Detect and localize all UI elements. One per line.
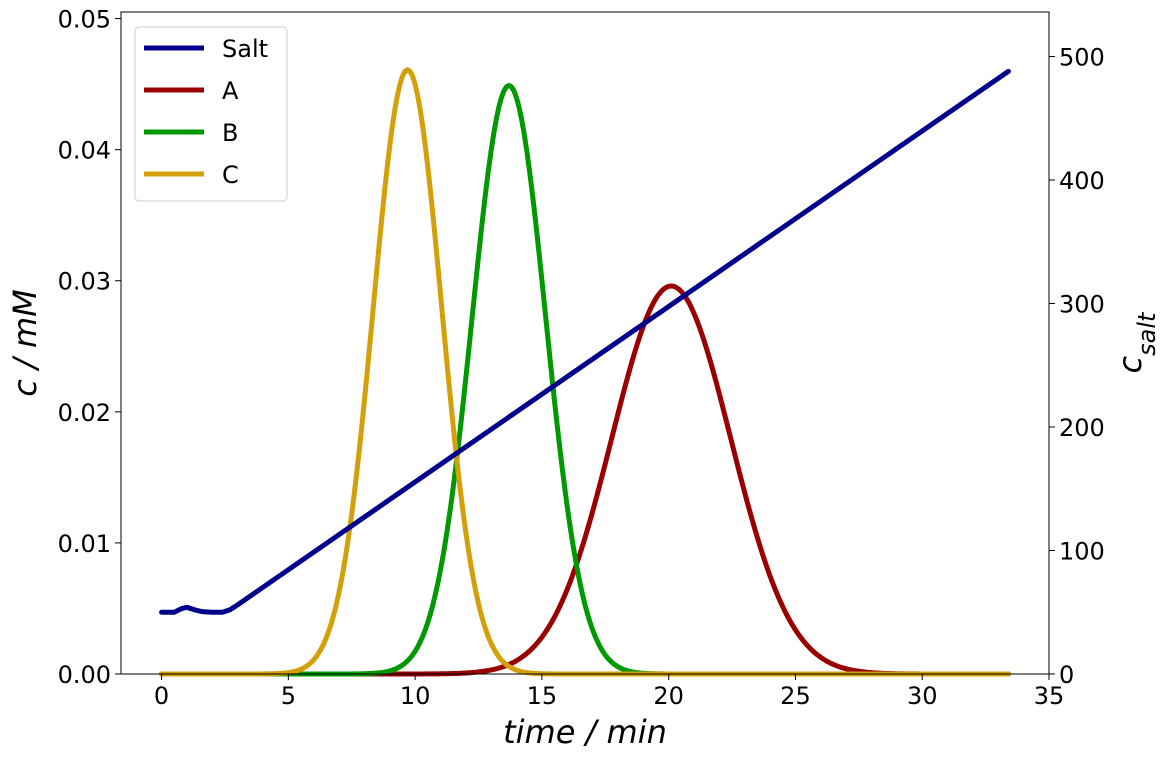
y-tick-label: 0.03	[58, 268, 111, 296]
x-axis-title: time / min	[503, 713, 667, 751]
legend-label-c: C	[222, 161, 239, 189]
legend-box	[134, 26, 288, 202]
x-axis: 0 5 10 15 20 25 30 35	[154, 674, 1064, 710]
y-axis-right: 0 100 200 300 400 500	[1049, 43, 1105, 689]
y-tick-label: 0.00	[58, 661, 111, 689]
legend: Salt ABC	[134, 26, 288, 202]
x-tick-label: 5	[281, 682, 296, 710]
y-tick-label: 0.02	[58, 399, 111, 427]
y2-axis-title: csalt	[1111, 311, 1160, 373]
y-tick-label: 0.04	[58, 137, 111, 165]
x-tick-label: 10	[400, 682, 431, 710]
x-tick-label: 35	[1034, 682, 1065, 710]
y2-tick-label: 100	[1059, 537, 1105, 565]
y2-tick-label: 500	[1059, 43, 1105, 71]
x-tick-label: 15	[527, 682, 558, 710]
series-line-salt	[159, 68, 1011, 615]
x-tick-label: 20	[653, 682, 684, 710]
y2-tick-label: 0	[1059, 661, 1074, 689]
y-axis-left: 0.00 0.01 0.02 0.03 0.04 0.05	[58, 6, 121, 689]
legend-label-b: B	[222, 119, 238, 147]
plot-content	[159, 67, 1011, 677]
legend-label-a: A	[222, 77, 239, 105]
series-line-b	[159, 82, 1011, 677]
x-tick-label: 0	[154, 682, 169, 710]
y-tick-label: 0.05	[58, 6, 111, 34]
x-tick-label: 25	[780, 682, 811, 710]
legend-label-salt: Salt	[222, 35, 268, 63]
y2-tick-label: 400	[1059, 167, 1105, 195]
plot-frame	[120, 11, 1050, 675]
y-tick-label: 0.01	[58, 530, 111, 558]
series-line-a	[159, 283, 1011, 677]
y2-tick-label: 200	[1059, 414, 1105, 442]
y-axis-title: c / mM	[6, 289, 44, 397]
y2-tick-label: 300	[1059, 290, 1105, 318]
x-tick-label: 30	[907, 682, 938, 710]
